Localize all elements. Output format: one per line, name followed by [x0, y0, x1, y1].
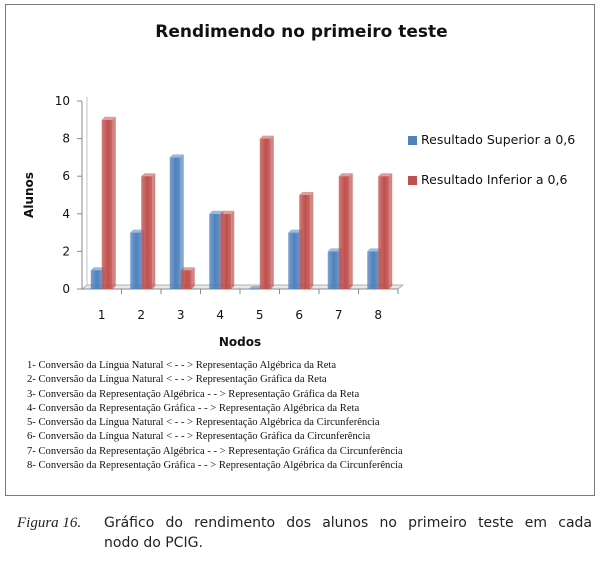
node-note-7: 7- Conversão da Representação Algébrica … [27, 445, 403, 457]
caption-text-line1: Gráfico do rendimento dos alunos no prim… [104, 515, 592, 531]
bar [209, 213, 221, 289]
bar-top [180, 267, 195, 271]
legend-swatch [408, 136, 417, 145]
bar-side [231, 210, 235, 289]
node-note-5: 5- Conversão da Língua Natural < - - > R… [27, 417, 380, 429]
caption-text-line2: nodo do PCIG. [104, 535, 203, 551]
figure-caption: Figura 16. Gráfico do rendimento dos alu… [17, 513, 592, 551]
x-tick-label: 2 [137, 308, 145, 322]
node-note-1: 1- Conversão da Língua Natural < - - > R… [27, 360, 337, 371]
legend-label: Resultado Inferior a 0,6 [421, 172, 567, 187]
bar-top [209, 210, 224, 214]
bar [90, 270, 102, 289]
legend-swatch [408, 176, 417, 185]
x-tick-label: 7 [335, 308, 343, 322]
bar [288, 232, 300, 289]
bar-top [367, 248, 382, 252]
bar [180, 270, 192, 289]
x-tick-label: 6 [295, 308, 303, 322]
chart-floor [80, 284, 405, 290]
x-tick-label: 8 [374, 308, 382, 322]
node-note-8: 8- Conversão da Representação Gráfica - … [27, 460, 403, 472]
x-tick-label: 5 [256, 308, 264, 322]
bar [327, 251, 339, 289]
y-tick-label: 8 [62, 132, 70, 146]
bar-top [288, 229, 303, 233]
y-tick-label: 2 [62, 244, 70, 258]
bar-top [90, 267, 105, 271]
bar [299, 195, 311, 289]
bar-top [220, 210, 235, 214]
caption-label: Figura 16. [17, 515, 82, 531]
y-tick-label: 10 [55, 94, 70, 108]
bar [130, 232, 142, 289]
bar-side [349, 173, 353, 289]
bar-side [310, 192, 314, 289]
bar-top [259, 135, 274, 139]
bar [141, 176, 153, 289]
y-tick-label: 4 [62, 207, 70, 221]
legend-label: Resultado Superior a 0,6 [421, 132, 575, 147]
x-tick-label: 3 [177, 308, 185, 322]
y-tick-label: 0 [62, 282, 70, 296]
bar [169, 157, 181, 289]
x-tick-label: 4 [216, 308, 224, 322]
bar-side [270, 135, 274, 289]
bar-top [378, 173, 393, 177]
node-note-3: 3- Conversão da Representação Algébrica … [27, 388, 360, 400]
bar [367, 251, 379, 289]
bar-top [248, 286, 263, 289]
bar [101, 119, 113, 289]
x-tick-label: 1 [98, 308, 106, 322]
x-axis-title: Nodos [219, 335, 261, 349]
y-tick-label: 6 [62, 169, 70, 183]
bar-side [152, 173, 156, 289]
bar-side [389, 173, 393, 289]
node-note-2: 2- Conversão da Língua Natural < - - > R… [27, 374, 327, 386]
bar [220, 213, 232, 289]
bar-top [101, 116, 116, 120]
bar-top [327, 248, 342, 252]
node-note-6: 6- Conversão da Língua Natural < - - > R… [27, 431, 371, 443]
bar [338, 176, 350, 289]
bar-top [130, 229, 145, 233]
bar-side [180, 154, 184, 289]
node-note-4: 4- Conversão da Representação Gráfica - … [27, 402, 360, 414]
bar-top [338, 173, 353, 177]
y-axis-title: Alunos [22, 172, 36, 218]
bar-top [141, 173, 156, 177]
node-legend-list: 1- Conversão da Língua Natural < - - > R… [27, 359, 587, 473]
bar-side [112, 116, 116, 289]
bar [378, 176, 390, 289]
chart-title: Rendimendo no primeiro teste [155, 22, 448, 42]
bar-side [191, 267, 195, 289]
bar [248, 289, 260, 290]
bar [259, 138, 271, 289]
bar-top [169, 154, 184, 158]
bar-top [299, 192, 314, 195]
